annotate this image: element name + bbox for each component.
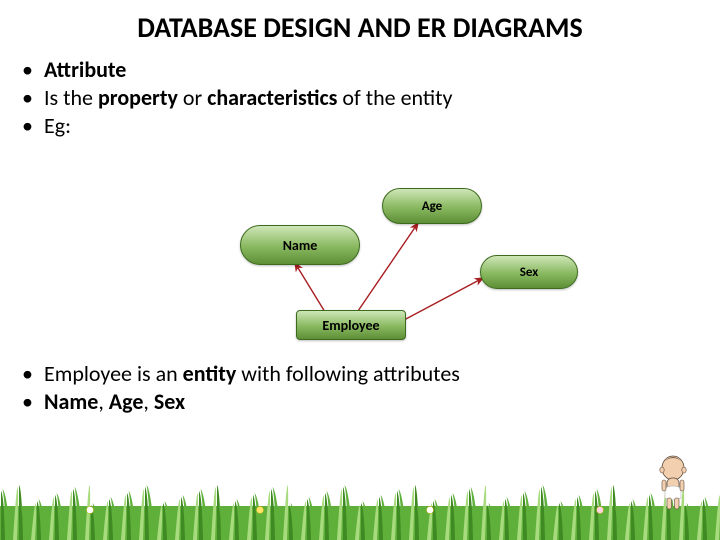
slide-title: DATABASE DESIGN AND ER DIAGRAMS (0, 10, 720, 45)
diagram-node-label: Name (283, 237, 318, 254)
bullet-list-top: AttributeIs the property or characterist… (22, 56, 702, 140)
grass-footer (0, 470, 720, 540)
child-character-icon (656, 454, 690, 512)
bullet-item: Attribute (22, 56, 702, 84)
diagram-node-age: Age (382, 188, 482, 224)
diagram-edge (358, 223, 418, 311)
bullet-text-segment: or (178, 84, 207, 111)
bullet-text-segment: , (143, 388, 153, 415)
bullet-text-segment: characteristics (207, 84, 337, 111)
bullet-text-segment: Attribute (44, 56, 126, 83)
bullet-text-segment: entity (183, 360, 237, 387)
bullet-text-segment: Employee is an (44, 360, 183, 387)
diagram-node-name: Name (240, 225, 360, 265)
diagram-node-label: Employee (322, 317, 379, 334)
slide: DATABASE DESIGN AND ER DIAGRAMS Attribut… (0, 0, 720, 540)
diagram-node-label: Age (422, 199, 442, 214)
bullet-text-segment: Eg: (44, 112, 71, 139)
bullet-text-segment: with following attributes (236, 360, 460, 387)
diagram-node-sex: Sex (480, 255, 578, 289)
diagram-edge (295, 263, 325, 312)
bullet-text-segment: Age (109, 388, 144, 415)
bullet-text-segment: Name (44, 388, 98, 415)
bullet-list-bottom: Employee is an entity with following att… (22, 360, 702, 416)
bullet-text-segment: , (98, 388, 108, 415)
diagram-edge (404, 278, 483, 320)
bullet-text-segment: of the entity (337, 84, 452, 111)
diagram-node-employee: Employee (296, 310, 406, 340)
bullet-text-segment: property (98, 84, 178, 111)
bullet-item: Is the property or characteristics of th… (22, 84, 702, 112)
bullet-text-segment: Sex (154, 388, 185, 415)
bullet-item: Eg: (22, 112, 702, 140)
bullet-item: Employee is an entity with following att… (22, 360, 702, 388)
bullet-text-segment: Is the (44, 84, 98, 111)
diagram-node-label: Sex (520, 265, 538, 280)
bullet-item: Name, Age, Sex (22, 388, 702, 416)
